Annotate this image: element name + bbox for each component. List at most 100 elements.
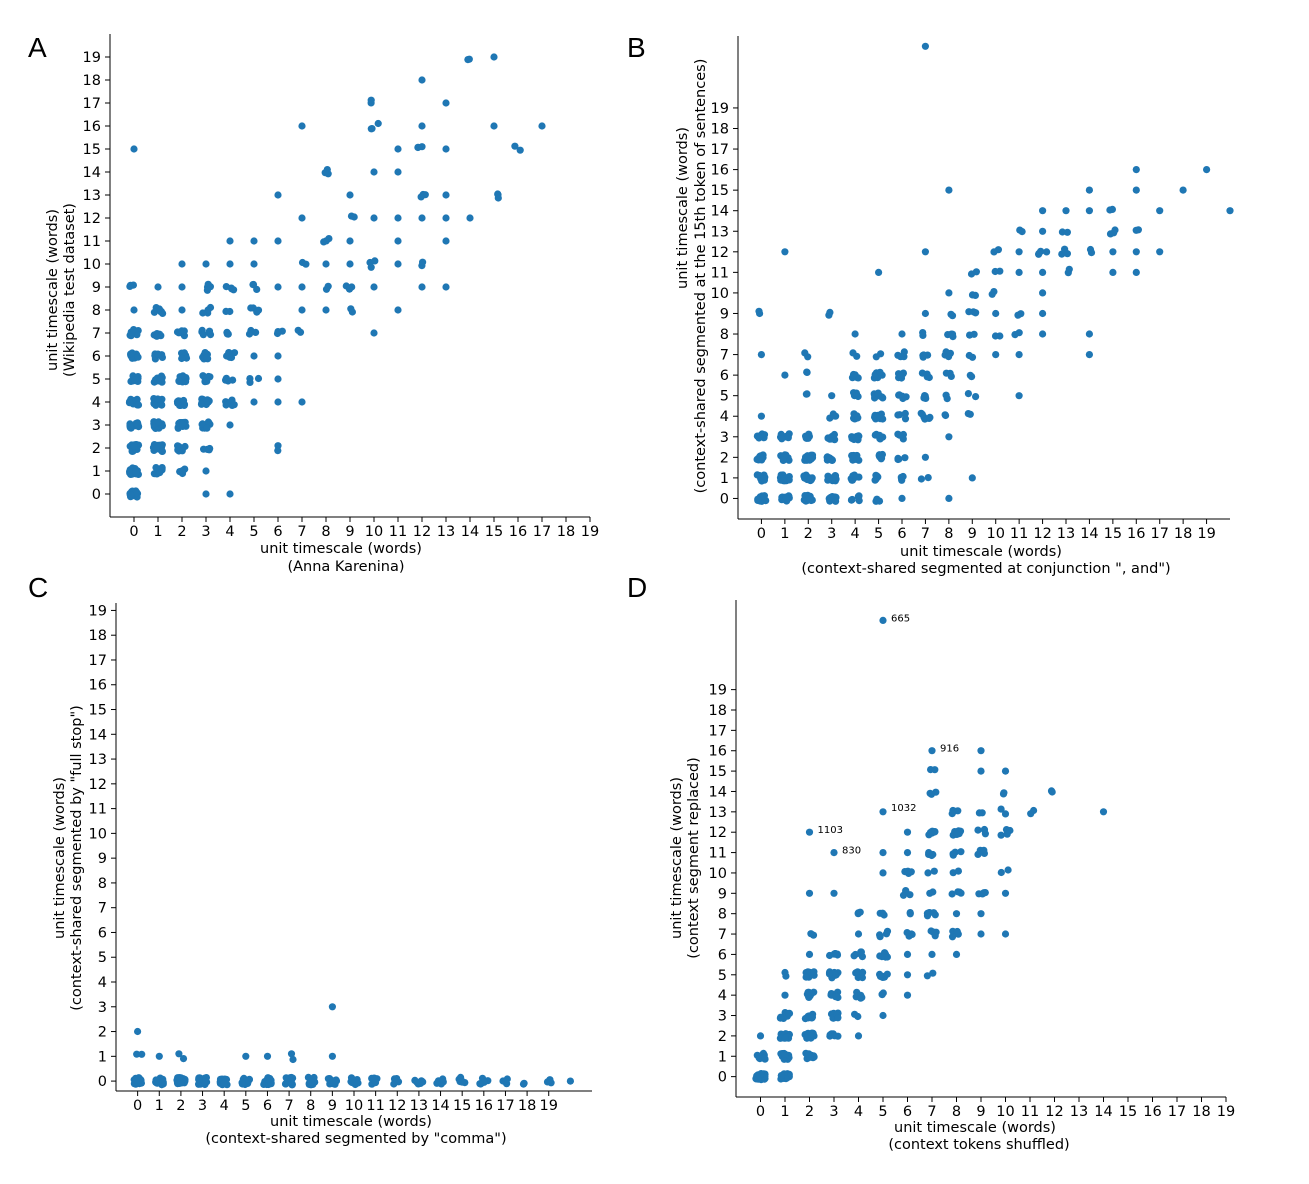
scatter-point: [130, 306, 138, 314]
scatter-point: [152, 464, 160, 472]
y-tick-label: 6: [720, 368, 729, 384]
scatter-point: [803, 1034, 811, 1042]
y-tick-label: 18: [711, 121, 729, 137]
scatter-point: [894, 454, 902, 462]
scatter-point: [1001, 767, 1010, 775]
y-tick-label: 5: [92, 372, 101, 388]
scatter-point: [298, 306, 306, 314]
scatter-point: [134, 353, 142, 361]
x-tick-label: 0: [133, 1098, 142, 1114]
scatter-point: [1043, 248, 1051, 256]
scatter-point: [1156, 207, 1164, 215]
x-tick-label: 0: [756, 1104, 765, 1120]
scatter-point: [952, 950, 961, 959]
scatter-point: [222, 307, 230, 315]
scatter-point: [286, 1077, 294, 1086]
x-tick-label: 11: [366, 1098, 384, 1114]
scatter-point: [289, 1055, 297, 1064]
scatter-point: [800, 473, 809, 481]
scatter-point: [805, 950, 814, 959]
scatter-point: [931, 766, 939, 774]
scatter-point: [126, 281, 135, 289]
scatter-point: [1001, 889, 1010, 897]
scatter-point: [157, 401, 166, 409]
y-tick-label: 6: [98, 925, 107, 941]
scatter-point: [807, 455, 815, 463]
scatter-point: [156, 376, 164, 384]
point-annotation: 1032: [891, 803, 916, 814]
scatter-point: [1004, 866, 1012, 874]
scatter-point: [175, 1074, 183, 1082]
scatter-point: [781, 1050, 789, 1058]
x-axis-label-c: unit timescale (words): [270, 1114, 432, 1130]
scatter-point: [419, 1078, 427, 1086]
x-tick-label: 6: [263, 1098, 272, 1114]
scatter-point: [250, 237, 258, 245]
scatter-point: [203, 377, 211, 385]
scatter-point: [929, 850, 937, 859]
y-tick-label: 8: [98, 876, 107, 892]
scatter-point: [999, 790, 1008, 798]
y-tick-label: 3: [92, 418, 101, 434]
points-d: [752, 616, 1108, 1084]
x-axis-sublabel-b: (context-shared segmented at conjunction…: [801, 561, 1170, 577]
y-tick-label: 17: [711, 142, 729, 158]
scatter-point: [368, 125, 376, 133]
x-tick-label: 12: [1033, 526, 1051, 542]
scatter-point: [328, 1052, 336, 1060]
scatter-point: [906, 891, 914, 899]
points-c: [130, 1003, 575, 1089]
y-tick-label: 9: [92, 280, 101, 296]
scatter-point: [546, 1076, 554, 1084]
scatter-point: [302, 260, 310, 268]
scatter-point: [274, 283, 282, 291]
x-tick-label: 9: [976, 1104, 985, 1120]
scatter-point: [894, 411, 902, 419]
scatter-point: [927, 790, 936, 798]
scatter-point: [974, 826, 982, 834]
ticks-a: 0 1 2 3 4 5 6 7 8 9 10 11 12 13 14 15 16 17 18 190123456789…: [83, 50, 600, 540]
scatter-point: [919, 351, 927, 359]
y-axis-sublabel-b: (context-shared segmented at the 15th to…: [693, 59, 709, 494]
y-tick-label: 15: [711, 183, 729, 199]
y-tick-label: 19: [83, 50, 101, 66]
scatter-point: [222, 283, 230, 291]
x-tick-label: 6: [903, 1104, 912, 1120]
scatter-point: [1110, 229, 1118, 237]
scatter-point: [997, 805, 1005, 813]
scatter-point: [965, 351, 973, 360]
scatter-point: [220, 1080, 228, 1088]
scatter-point: [854, 1032, 863, 1040]
x-axis-sublabel-a: (Anna Karenina): [287, 559, 404, 575]
scatter-point: [250, 398, 258, 406]
plot-c: 0 1 2 3 4 5 6 7 8 9 10 11 12 13 14 15 16 17 18 190123456789…: [89, 603, 592, 1114]
scatter-point: [849, 370, 858, 379]
x-tick-label: 14: [1080, 526, 1098, 542]
scatter-point: [394, 145, 402, 153]
x-tick-label: 13: [437, 524, 455, 540]
scatter-point: [298, 398, 306, 406]
scatter-point: [227, 353, 236, 362]
scatter-point: [370, 168, 378, 176]
scatter-point: [942, 391, 950, 399]
scatter-point: [247, 304, 255, 312]
scatter-point: [1132, 166, 1140, 174]
scatter-point: [244, 1077, 252, 1085]
x-tick-label: 9: [968, 526, 977, 542]
scatter-point: [347, 305, 355, 313]
y-tick-label: 19: [89, 603, 107, 619]
scatter-point: [856, 908, 864, 916]
x-tick-label: 2: [805, 1104, 814, 1120]
scatter-point: [850, 410, 858, 418]
scatter-point: [418, 76, 426, 84]
scatter-point: [274, 447, 282, 455]
y-tick-label: 10: [709, 866, 727, 882]
y-tick-label: 16: [83, 119, 101, 135]
scatter-point: [806, 496, 814, 504]
x-tick-label: 9: [328, 1098, 337, 1114]
scatter-point: [345, 285, 354, 293]
scatter-point: [830, 430, 839, 439]
scatter-point: [897, 353, 905, 361]
scatter-point: [178, 467, 186, 475]
x-tick-label: 3: [827, 526, 836, 542]
